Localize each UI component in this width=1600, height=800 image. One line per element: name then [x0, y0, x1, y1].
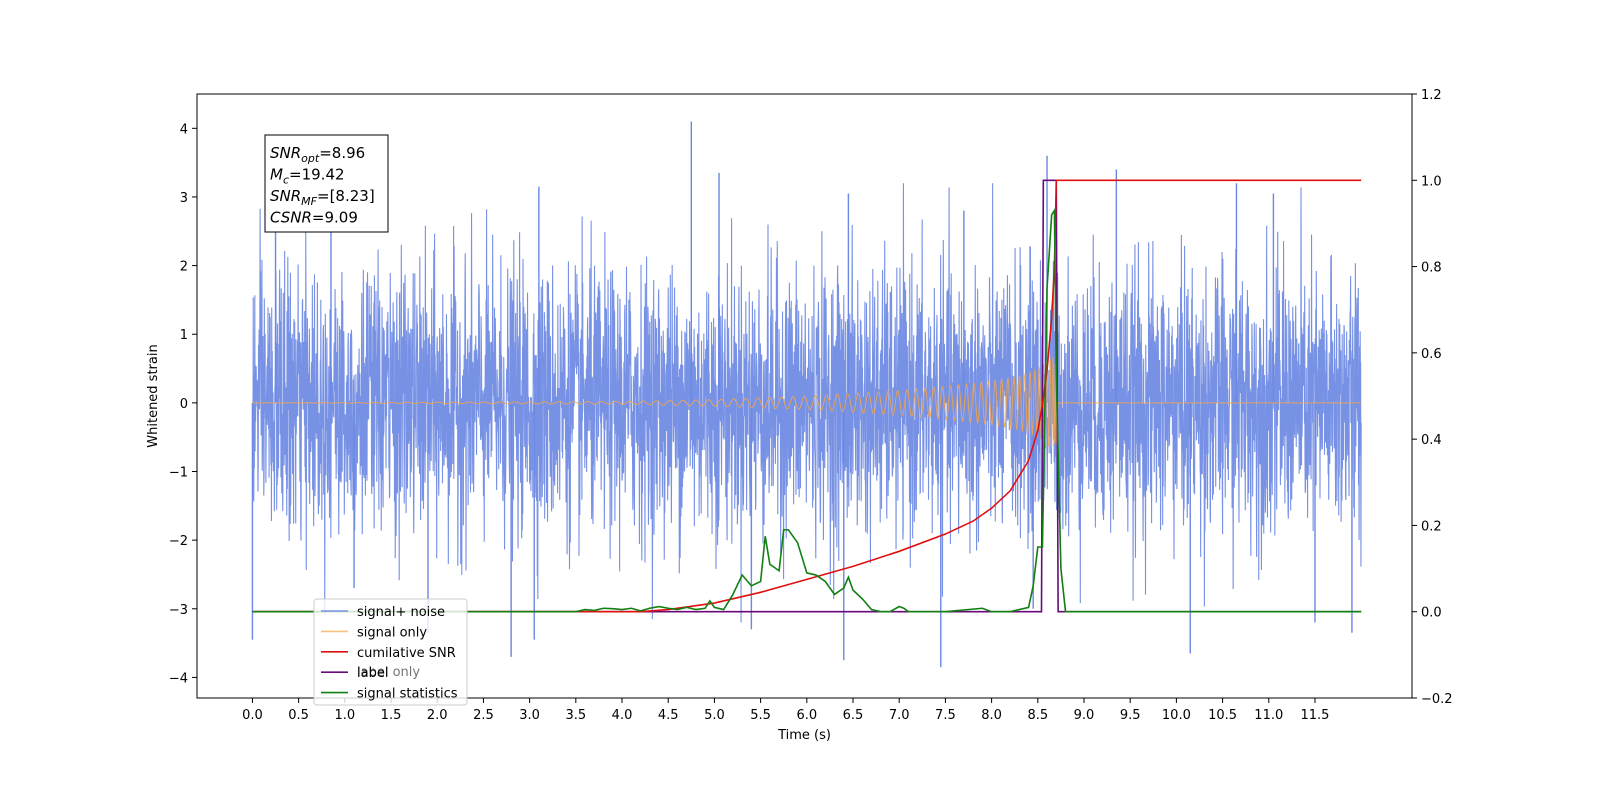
x-tick-label: 11.5 [1301, 708, 1330, 723]
plot-area [251, 121, 1362, 668]
y-tick-label: 1 [180, 328, 188, 343]
y2-tick-label: 1.0 [1421, 174, 1442, 189]
x-tick-label: 2.5 [473, 708, 494, 723]
legend-entry-label: label [357, 666, 388, 681]
y-tick-label: 3 [180, 191, 188, 206]
x-tick-label: 11.0 [1254, 708, 1283, 723]
legend-entry-label: signal only [357, 625, 427, 640]
y-axis-left: −4 −3 −2 −1 0 1 2 3 4 [169, 122, 197, 686]
stats-symbol: M [270, 166, 283, 184]
stats-subscript: opt [301, 152, 320, 165]
y-tick-label: 0 [180, 397, 188, 412]
x-tick-label: 1.5 [381, 708, 402, 723]
x-tick-label: 5.5 [750, 708, 771, 723]
x-tick-label: 4.5 [658, 708, 679, 723]
y-tick-label: 4 [180, 122, 188, 137]
x-tick-label: 0.0 [242, 708, 263, 723]
axes-frame [196, 93, 1413, 699]
legend-entry-label: signal statistics [357, 687, 458, 702]
y-tick-label: 2 [180, 260, 188, 275]
stats-value: =9.09 [312, 209, 358, 227]
stats-line: Mc=19.42 [270, 166, 345, 187]
x-tick-label: 6.5 [843, 708, 864, 723]
x-tick-label: 3.0 [519, 708, 540, 723]
x-tick-label: 10.0 [1162, 708, 1191, 723]
legend-entry-label: cumilative SNR [357, 646, 456, 661]
x-tick-label: 3.5 [565, 708, 586, 723]
stats-symbol: SNR [270, 144, 301, 162]
y-tick-label: −2 [169, 534, 188, 549]
y2-tick-label: 0.6 [1421, 347, 1442, 362]
y2-tick-label: 0.8 [1421, 261, 1442, 276]
signal-noise-line [251, 183, 1362, 623]
y-tick-label: −1 [169, 466, 188, 481]
y2-tick-label: 0.2 [1421, 519, 1442, 534]
y2-tick-label: 1.2 [1421, 88, 1442, 103]
y2-tick-label: 0.4 [1421, 433, 1442, 448]
stats-line: SNRMF=[8.23] [270, 187, 375, 208]
x-tick-label: 4.0 [612, 708, 633, 723]
y-tick-label: −3 [169, 603, 188, 618]
x-tick-label: 0.5 [288, 708, 309, 723]
stats-symbol: CSNR [270, 209, 312, 227]
y-axis-right: −0.2 0.0 0.2 0.4 0.6 0.8 1.0 1.2 [1412, 88, 1453, 707]
x-tick-label: 6.0 [796, 708, 817, 723]
x-axis-label: Time (s) [777, 728, 831, 743]
signal-only-series [252, 356, 1362, 448]
right-axis-series [252, 179, 1362, 613]
y2-tick-label: 0.0 [1421, 606, 1442, 621]
y-axis-label: Whitened strain [146, 344, 161, 447]
stats-subscript: MF [301, 195, 317, 208]
stats-value: =[8.23] [317, 187, 375, 205]
legend-entry-label: signal+ noise [357, 605, 445, 620]
stats-box-frame [264, 134, 389, 233]
stats-subscript: c [283, 174, 289, 187]
stats-symbol: SNR [270, 187, 301, 205]
x-tick-label: 2.0 [427, 708, 448, 723]
x-tick-label: 7.5 [935, 708, 956, 723]
y2-tick-label: −0.2 [1421, 692, 1453, 707]
signal-statistics-line [252, 207, 1362, 613]
stats-line: SNRopt=8.96 [270, 144, 365, 165]
x-tick-label: 9.0 [1074, 708, 1095, 723]
legend-overlap-text: label only [357, 665, 420, 680]
legend-frame [313, 598, 468, 706]
x-tick-label: 8.0 [981, 708, 1002, 723]
stats-value: =8.96 [319, 144, 365, 162]
stats-value: =19.42 [289, 166, 345, 184]
x-tick-label: 9.5 [1120, 708, 1141, 723]
x-axis: 0.0 0.5 1.0 1.5 2.0 2.5 3.0 3.5 4.0 4.5 5.0 5.5 6.0 6… [242, 698, 1329, 723]
x-tick-label: 8.5 [1027, 708, 1048, 723]
y-tick-label: −4 [169, 671, 188, 686]
signal-only-line [252, 356, 1362, 448]
x-tick-label: 7.0 [889, 708, 910, 723]
x-tick-label: 1.0 [334, 708, 355, 723]
stats-line: CSNR=9.09 [270, 209, 358, 227]
x-tick-label: 5.0 [704, 708, 725, 723]
legend: label only signal+ noise signal only cumila… [313, 598, 468, 706]
x-tick-label: 10.5 [1208, 708, 1237, 723]
